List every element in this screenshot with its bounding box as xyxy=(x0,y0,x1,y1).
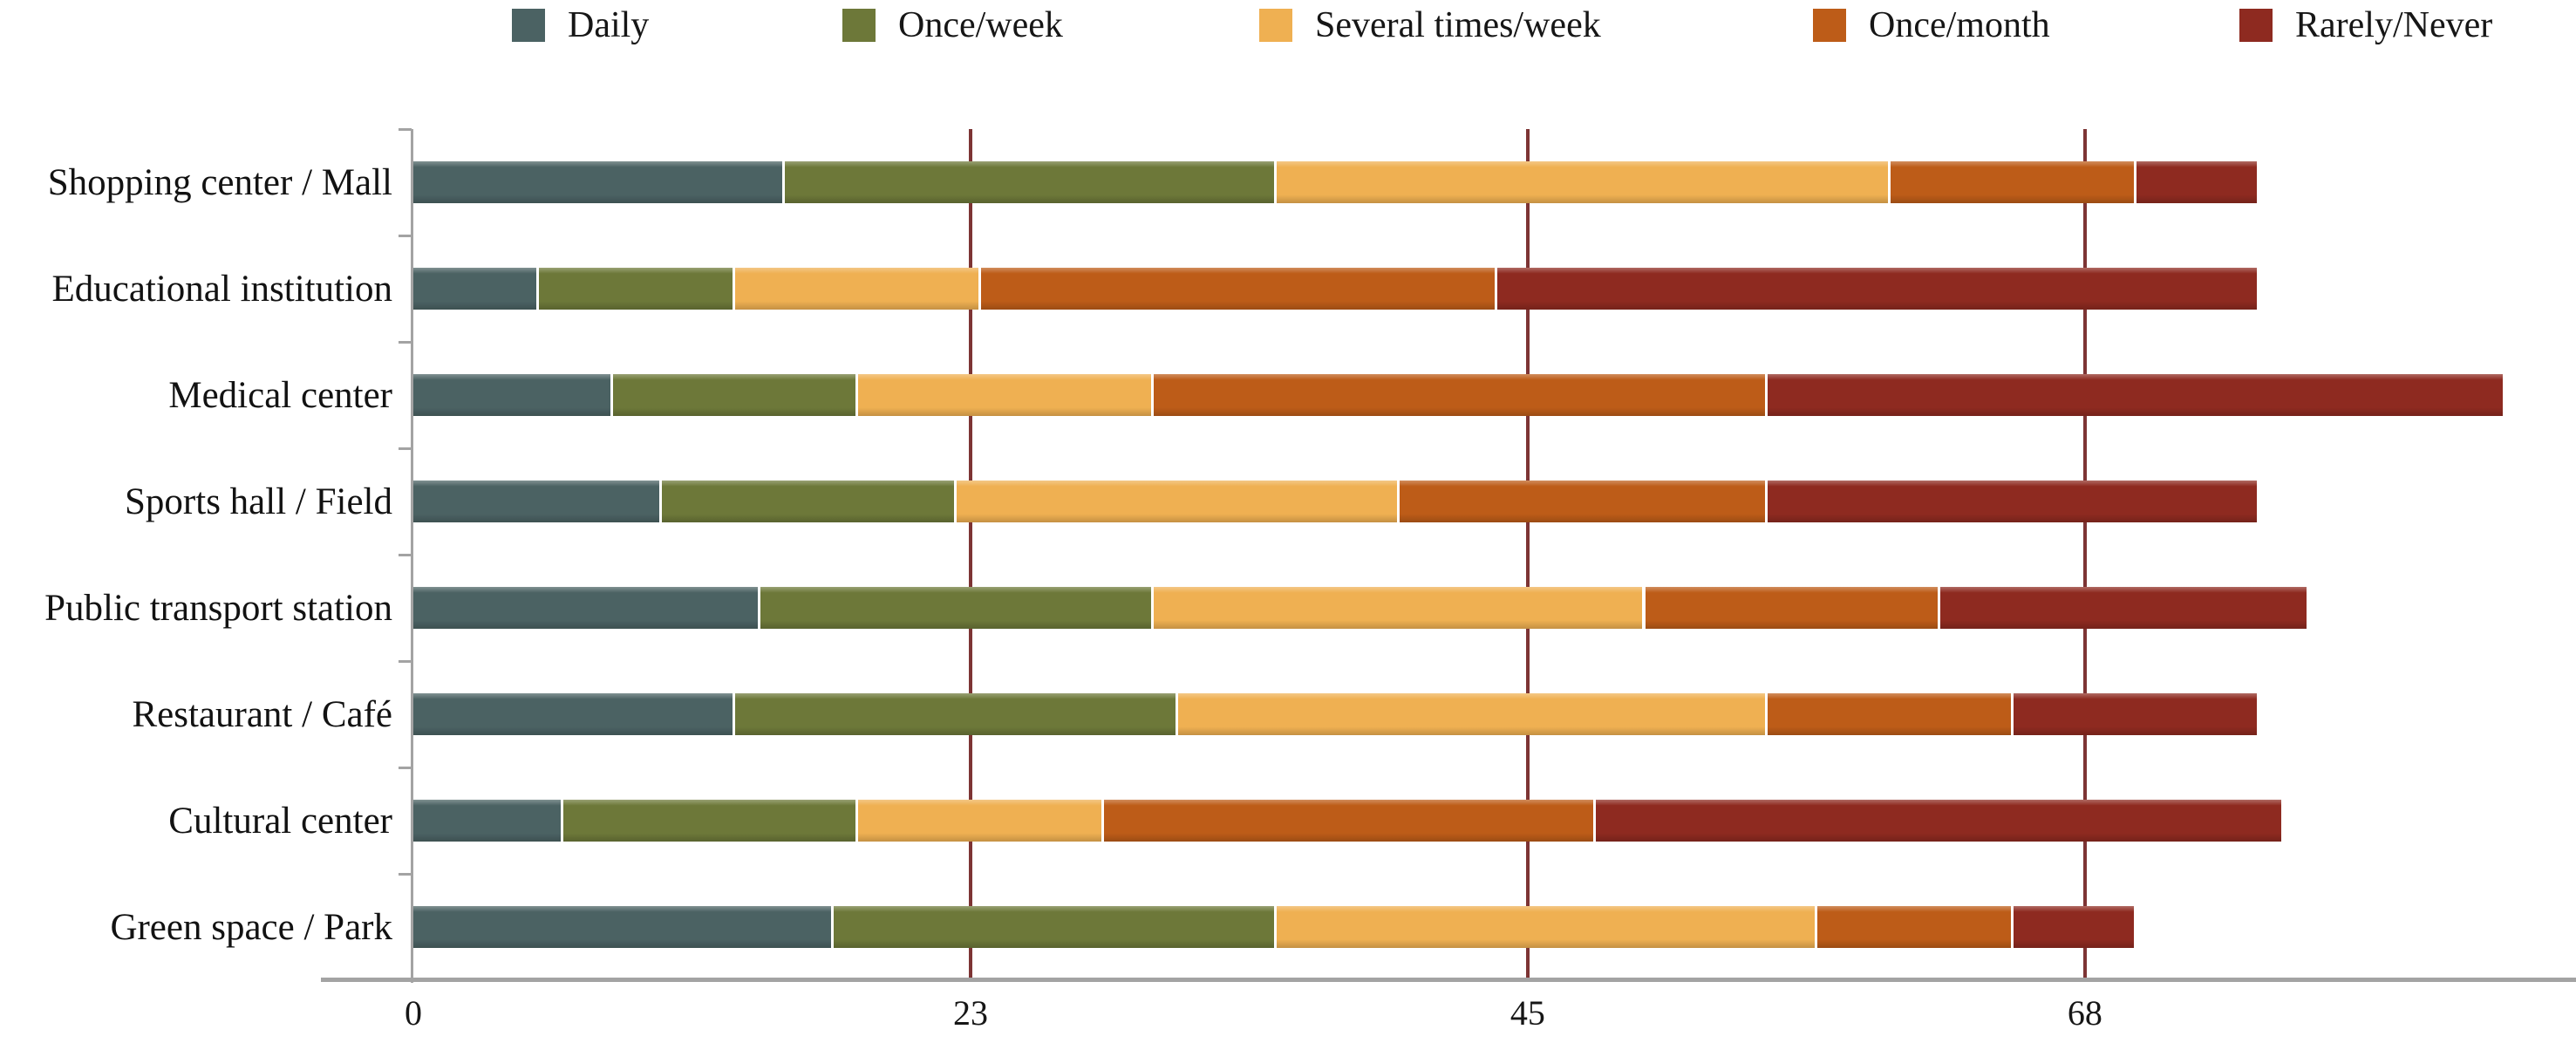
bar-segment-cultural-center-once-month xyxy=(1101,800,1594,842)
bar-segment-restaurant-caf-rarely-never xyxy=(2011,693,2258,735)
bar-segment-shopping-center-mall-daily xyxy=(413,161,782,203)
legend-swatch-rarely-never xyxy=(2239,9,2273,42)
legend-item-rarely-never: Rarely/Never xyxy=(2239,3,2492,47)
y-axis-tick xyxy=(399,554,412,556)
category-label-green-space-park: Green space / Park xyxy=(110,906,392,948)
category-label-public-transport-station: Public transport station xyxy=(44,587,392,629)
bar-segment-shopping-center-mall-once-week xyxy=(781,161,1274,203)
bar-segment-sports-hall-field-rarely-never xyxy=(1765,481,2258,522)
bar-segment-sports-hall-field-several-times-week xyxy=(954,481,1397,522)
legend-label-several-times-week: Several times/week xyxy=(1315,5,1601,45)
bar-segment-cultural-center-once-week xyxy=(561,800,856,842)
bar-segment-cultural-center-daily xyxy=(413,800,562,842)
x-tick-label-68: 68 xyxy=(2067,993,2102,1033)
bar-segment-cultural-center-rarely-never xyxy=(1593,800,2282,842)
bar-segment-medical-center-rarely-never xyxy=(1765,374,2504,416)
legend-swatch-once-week xyxy=(842,9,876,42)
legend-label-rarely-never: Rarely/Never xyxy=(2295,5,2493,45)
bar-segment-restaurant-caf-daily xyxy=(413,693,733,735)
bar-segment-green-space-park-rarely-never xyxy=(2011,906,2135,948)
legend-label-daily: Daily xyxy=(568,5,650,45)
gridline-68 xyxy=(2082,129,2087,978)
y-axis-line xyxy=(411,129,413,983)
bar-segment-restaurant-caf-once-month xyxy=(1765,693,2012,735)
gridline-45 xyxy=(1525,129,1530,978)
y-axis-tick xyxy=(399,660,412,663)
y-axis-tick xyxy=(399,128,412,131)
legend-item-once-month: Once/month xyxy=(1813,3,2050,47)
bar-segment-shopping-center-mall-several-times-week xyxy=(1273,161,1889,203)
bar-segment-educational-institution-rarely-never xyxy=(1495,268,2258,310)
bar-segment-sports-hall-field-daily xyxy=(413,481,659,522)
category-label-educational-institution: Educational institution xyxy=(51,268,392,310)
legend-label-once-month: Once/month xyxy=(1869,5,2050,45)
bar-segment-public-transport-station-several-times-week xyxy=(1150,587,1643,629)
category-label-restaurant-caf: Restaurant / Café xyxy=(132,693,392,735)
bar-segment-educational-institution-once-week xyxy=(535,268,733,310)
bar-segment-restaurant-caf-once-week xyxy=(733,693,1176,735)
legend-swatch-daily xyxy=(512,9,545,42)
bar-segment-sports-hall-field-once-week xyxy=(658,481,955,522)
y-axis-tick xyxy=(399,447,412,450)
bar-segment-public-transport-station-rarely-never xyxy=(1937,587,2307,629)
category-label-sports-hall-field: Sports hall / Field xyxy=(125,481,392,522)
bar-segment-shopping-center-mall-once-month xyxy=(1888,161,2135,203)
legend-item-daily: Daily xyxy=(512,3,649,47)
legend-swatch-several-times-week xyxy=(1259,9,1292,42)
bar-segment-green-space-park-once-week xyxy=(831,906,1274,948)
y-axis-tick xyxy=(399,767,412,769)
y-axis-tick xyxy=(399,235,412,237)
legend-item-several-times-week: Several times/week xyxy=(1259,3,1601,47)
bar-segment-educational-institution-daily xyxy=(413,268,536,310)
legend-label-once-week: Once/week xyxy=(898,5,1063,45)
bar-segment-medical-center-once-week xyxy=(610,374,856,416)
y-axis-tick xyxy=(399,873,412,876)
legend-item-once-week: Once/week xyxy=(842,3,1063,47)
category-label-shopping-center-mall: Shopping center / Mall xyxy=(47,161,392,203)
category-label-cultural-center: Cultural center xyxy=(168,800,392,842)
x-tick-label-45: 45 xyxy=(1509,993,1545,1033)
bar-segment-restaurant-caf-several-times-week xyxy=(1175,693,1766,735)
x-axis-line xyxy=(321,978,2576,982)
legend-swatch-once-month xyxy=(1813,9,1846,42)
bar-segment-green-space-park-several-times-week xyxy=(1273,906,1815,948)
bar-segment-public-transport-station-once-week xyxy=(757,587,1151,629)
bar-segment-cultural-center-several-times-week xyxy=(855,800,1102,842)
category-label-medical-center: Medical center xyxy=(168,374,392,416)
bar-segment-medical-center-daily xyxy=(413,374,610,416)
y-axis-tick xyxy=(399,341,412,344)
bar-segment-medical-center-several-times-week xyxy=(855,374,1151,416)
x-tick-label-23: 23 xyxy=(952,993,988,1033)
bar-segment-public-transport-station-once-month xyxy=(1642,587,1938,629)
bar-segment-green-space-park-daily xyxy=(413,906,832,948)
bar-segment-medical-center-once-month xyxy=(1150,374,1766,416)
bar-segment-green-space-park-once-month xyxy=(1814,906,2012,948)
x-tick-label-0: 0 xyxy=(405,993,422,1033)
bar-segment-educational-institution-several-times-week xyxy=(733,268,979,310)
bar-segment-public-transport-station-daily xyxy=(413,587,758,629)
bar-segment-sports-hall-field-once-month xyxy=(1396,481,1766,522)
bar-segment-shopping-center-mall-rarely-never xyxy=(2134,161,2258,203)
gridline-23 xyxy=(968,129,972,978)
bar-segment-educational-institution-once-month xyxy=(978,268,1496,310)
